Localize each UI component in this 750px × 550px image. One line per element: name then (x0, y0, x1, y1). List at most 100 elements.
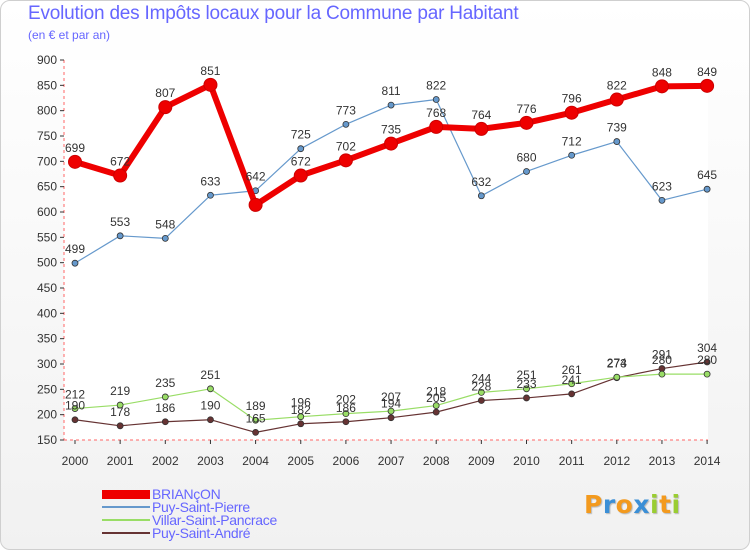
x-tick-label: 2009 (468, 454, 495, 468)
data-point (523, 394, 530, 402)
data-label: 642 (246, 170, 266, 184)
data-label: 233 (516, 377, 536, 391)
data-label: 680 (516, 150, 536, 164)
y-tick-label: 600 (37, 205, 57, 219)
data-point (342, 410, 350, 418)
data-point (703, 358, 711, 366)
data-label: 764 (471, 108, 491, 122)
data-label: 202 (336, 393, 356, 407)
data-label: 189 (246, 399, 266, 413)
data-label: 822 (426, 79, 446, 93)
logo-letter: i (671, 490, 681, 519)
data-point (477, 192, 485, 200)
data-point (432, 402, 440, 409)
data-point (252, 428, 260, 436)
x-tick-label: 2001 (107, 454, 134, 468)
x-tick-label: 2008 (423, 454, 450, 468)
data-label: 739 (607, 121, 627, 135)
data-label: 776 (516, 102, 536, 116)
x-tick-label: 2003 (197, 454, 224, 468)
data-label: 273 (607, 357, 627, 371)
data-label: 251 (516, 368, 536, 382)
data-label: 851 (200, 64, 220, 78)
y-tick-label: 400 (37, 306, 57, 320)
data-label: 186 (336, 401, 356, 415)
plot-area (64, 60, 708, 440)
x-tick-label: 2005 (287, 454, 314, 468)
x-tick-label: 2012 (603, 454, 630, 468)
data-label: 633 (200, 174, 220, 188)
data-label: 712 (562, 134, 582, 148)
y-tick-label: 550 (37, 230, 57, 244)
data-label: 280 (697, 353, 717, 367)
data-labels: 499 553 548 633 642 725 773 811 822 632 680 712 739 6… (65, 64, 717, 426)
data-point (161, 234, 169, 242)
logo-letter: r (602, 490, 616, 519)
data-label: 280 (652, 353, 672, 367)
data-point (568, 380, 576, 388)
data-label: 702 (336, 139, 356, 153)
x-tick-label: 2011 (559, 454, 585, 468)
data-label: 672 (291, 155, 311, 169)
data-point (207, 191, 214, 199)
data-point (161, 418, 169, 426)
data-point (116, 232, 124, 240)
chart-title: Evolution des Impôts locaux pour la Comm… (28, 3, 519, 24)
data-label: 235 (155, 376, 175, 390)
data-label: 212 (65, 388, 85, 402)
data-label: 735 (381, 123, 401, 137)
x-tick-label: 2010 (513, 454, 540, 468)
data-point (387, 407, 395, 415)
data-label: 796 (562, 92, 582, 106)
data-point (432, 96, 440, 103)
data-point (248, 197, 263, 212)
logo-letter: x (633, 490, 650, 519)
data-label: 196 (291, 396, 311, 410)
data-point (68, 154, 82, 169)
data-point (564, 105, 579, 120)
series-3 (71, 358, 711, 436)
y-tick-label: 150 (37, 433, 57, 447)
x-tick-label: 2000 (62, 454, 89, 468)
data-point (158, 100, 173, 115)
legend-label-puy-saint-andre: Puy-Saint-André (152, 525, 251, 541)
logo-letter: t (659, 490, 672, 519)
data-label: 632 (471, 175, 491, 189)
chart-subtitle: (en € et par an) (28, 28, 111, 42)
data-point (161, 393, 169, 401)
legend-label-villar-saint-pancrace: Villar-Saint-Pancrace (152, 512, 277, 528)
data-point (252, 416, 260, 424)
data-point (342, 120, 350, 128)
data-point (113, 168, 128, 183)
proxiti-logo: Proxiti (584, 490, 681, 519)
x-tick-label: 2004 (242, 454, 269, 468)
series-1 (71, 96, 711, 267)
data-label: 672 (110, 155, 130, 169)
data-label: 304 (697, 341, 717, 355)
data-point (71, 259, 79, 267)
data-label: 190 (200, 399, 220, 413)
data-label: 228 (471, 379, 491, 393)
data-label: 822 (607, 79, 627, 93)
data-label: 194 (381, 397, 401, 411)
data-point (477, 388, 485, 396)
data-point (203, 77, 218, 92)
x-ticks: 2000 2001 2002 2003 2004 2005 2006 2007 2008 2009… (62, 440, 721, 468)
data-label: 182 (291, 403, 311, 417)
data-point (658, 370, 666, 378)
legend-swatch-puy-saint-andre (102, 532, 150, 534)
data-label: 645 (697, 168, 717, 182)
data-label: 553 (110, 215, 130, 229)
logo-letter: i (650, 490, 660, 519)
data-point (116, 422, 124, 430)
data-point (207, 385, 214, 393)
legend-swatch-villar-saint-pancrace (102, 519, 150, 521)
x-tick-label: 2002 (152, 454, 179, 468)
data-point (703, 370, 711, 378)
data-point (384, 136, 399, 151)
data-point (71, 416, 79, 424)
data-point (613, 373, 621, 381)
logo-letter: o (615, 490, 634, 519)
data-label: 241 (562, 373, 582, 387)
